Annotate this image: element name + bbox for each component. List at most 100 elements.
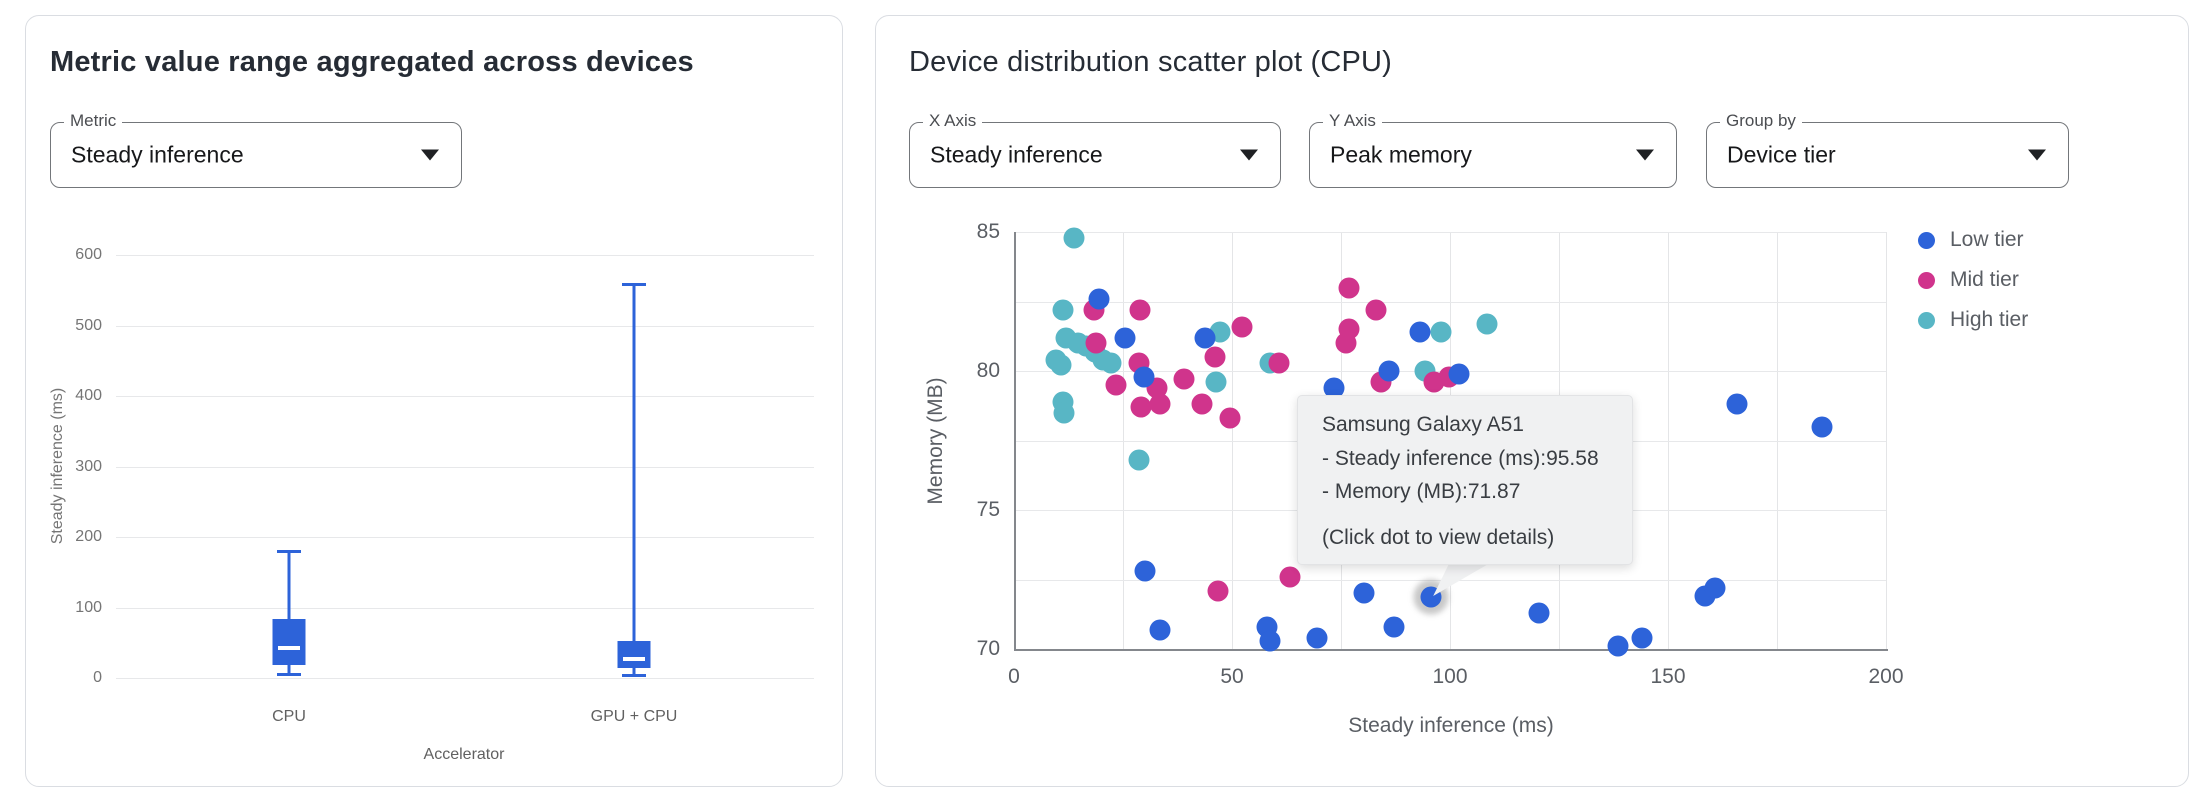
x-tick-label: 50 <box>1220 665 1244 688</box>
scatter-dot[interactable] <box>1100 352 1122 374</box>
y-axis-title: Steady inference (ms) <box>49 387 66 545</box>
scatter-dot[interactable] <box>1631 627 1653 649</box>
scatter-dot[interactable] <box>1128 449 1150 471</box>
y-axis-title: Memory (MB) <box>924 376 947 505</box>
x-tick-label: 100 <box>1432 665 1468 688</box>
group-by-select-label: Group by <box>1720 111 1802 131</box>
scatter-dot[interactable] <box>1476 313 1498 335</box>
y-tick-label: 70 <box>976 637 1000 660</box>
box-whisker-cap-top <box>622 283 646 287</box>
metric-select-value: Steady inference <box>71 141 244 168</box>
box-median-line <box>623 656 645 661</box>
gridline <box>116 678 814 679</box>
scatter-dot[interactable] <box>1378 360 1400 382</box>
x-category-label: CPU <box>272 708 306 725</box>
legend-dot-icon <box>1918 311 1935 329</box>
x-axis-title: Steady inference (ms) <box>1348 714 1554 737</box>
chevron-down-icon <box>1636 149 1654 161</box>
x-axis-select[interactable]: X Axis Steady inference <box>909 111 1281 188</box>
scatter-dot[interactable] <box>1053 402 1075 424</box>
box-whisker-cap-bottom <box>622 673 646 677</box>
scatter-dot[interactable] <box>1430 321 1452 343</box>
tooltip-hint: (Click dot to view details) <box>1322 526 1555 549</box>
scatter-dot[interactable] <box>1088 288 1110 310</box>
scatter-dot[interactable] <box>1133 366 1155 388</box>
scatter-dot[interactable] <box>1063 227 1085 249</box>
scatter-dot[interactable] <box>1811 416 1833 438</box>
metric-select-label: Metric <box>64 111 123 131</box>
scatter-dot[interactable] <box>1204 346 1226 368</box>
scatter-dot[interactable] <box>1149 619 1171 641</box>
scatter-dot[interactable] <box>1259 630 1281 652</box>
scatter-dot[interactable] <box>1205 371 1227 393</box>
scatter-dot[interactable] <box>1129 299 1151 321</box>
scatter-dot[interactable] <box>1130 396 1152 418</box>
scatter-dot[interactable] <box>1279 566 1301 588</box>
scatter-dot[interactable] <box>1219 407 1241 429</box>
group-by-select-value: Device tier <box>1727 141 1836 168</box>
scatter-dot[interactable] <box>1323 377 1345 399</box>
chevron-down-icon <box>1240 149 1258 161</box>
y-tick-label: 200 <box>75 528 102 545</box>
x-axis-select-label: X Axis <box>923 111 983 131</box>
box-whisker-cap-top <box>277 549 301 553</box>
scatter-dot[interactable] <box>1353 582 1375 604</box>
scatter-dot[interactable] <box>1306 627 1328 649</box>
x-tick-label: 150 <box>1650 665 1686 688</box>
tooltip-y-value: - Memory (MB):71.87 <box>1322 480 1521 503</box>
gridline <box>116 325 814 327</box>
legend-label: Mid tier <box>1950 268 2019 291</box>
metric-select[interactable]: Metric Steady inference <box>50 111 462 188</box>
scatter-dot[interactable] <box>1173 368 1195 390</box>
scatter-dot[interactable] <box>1134 560 1156 582</box>
scatter-dot[interactable] <box>1383 616 1405 638</box>
y-tick-label: 300 <box>75 457 102 475</box>
scatter-dot[interactable] <box>1365 299 1387 321</box>
scatter-dot[interactable] <box>1114 327 1136 349</box>
group-by-select[interactable]: Group by Device tier <box>1706 111 2069 188</box>
legend-label: Low tier <box>1950 228 2024 251</box>
scatter-dot[interactable] <box>1726 393 1748 415</box>
y-tick-label: 600 <box>75 246 102 263</box>
box-whisker-cap-bottom <box>277 673 301 677</box>
gridline <box>1014 301 1886 303</box>
legend-item-high-tier[interactable]: High tier <box>1918 308 2028 332</box>
scatter-dot[interactable] <box>1050 354 1072 376</box>
scatter-dot[interactable] <box>1207 580 1229 602</box>
scatter-panel: Device distribution scatter plot (CPU) X… <box>875 15 2189 787</box>
scatter-dot[interactable] <box>1231 316 1253 338</box>
scatter-title: Device distribution scatter plot (CPU) <box>909 46 1393 78</box>
page-title: Metric value range aggregated across dev… <box>50 46 694 78</box>
box-whisker <box>287 549 291 674</box>
scatter-dot[interactable] <box>1149 393 1171 415</box>
legend-item-low-tier[interactable]: Low tier <box>1918 228 2028 252</box>
scatter-dot[interactable] <box>1607 635 1629 657</box>
gridline <box>1014 232 1886 233</box>
scatter-dot[interactable] <box>1528 602 1550 624</box>
y-axis-select-value: Peak memory <box>1330 141 1472 168</box>
y-axis-select-label: Y Axis <box>1323 111 1382 131</box>
box-rect <box>617 640 651 669</box>
legend-item-mid-tier[interactable]: Mid tier <box>1918 268 2028 292</box>
scatter-dot[interactable] <box>1448 363 1470 385</box>
chevron-down-icon <box>421 149 439 161</box>
scatter-dot[interactable] <box>1335 332 1357 354</box>
y-axis-select[interactable]: Y Axis Peak memory <box>1309 111 1677 188</box>
y-tick-label: 0 <box>93 669 102 686</box>
scatter-dot[interactable] <box>1052 299 1074 321</box>
scatter-dot[interactable] <box>1191 393 1213 415</box>
tooltip-device-name: Samsung Galaxy A51 <box>1322 413 1524 436</box>
scatter-dot[interactable] <box>1409 321 1431 343</box>
scatter-dot[interactable] <box>1194 327 1216 349</box>
scatter-dot[interactable] <box>1704 577 1726 599</box>
scatter-dot[interactable] <box>1338 277 1360 299</box>
x-axis-select-value: Steady inference <box>930 141 1103 168</box>
gridline <box>116 396 814 397</box>
box-rect <box>272 619 306 665</box>
scatter-dot[interactable] <box>1105 374 1127 396</box>
y-tick-label: 80 <box>976 359 1000 382</box>
scatter-dot[interactable] <box>1085 332 1107 354</box>
scatter-dot[interactable] <box>1268 352 1290 374</box>
tooltip: Samsung Galaxy A51 - Steady inference (m… <box>1297 395 1633 565</box>
